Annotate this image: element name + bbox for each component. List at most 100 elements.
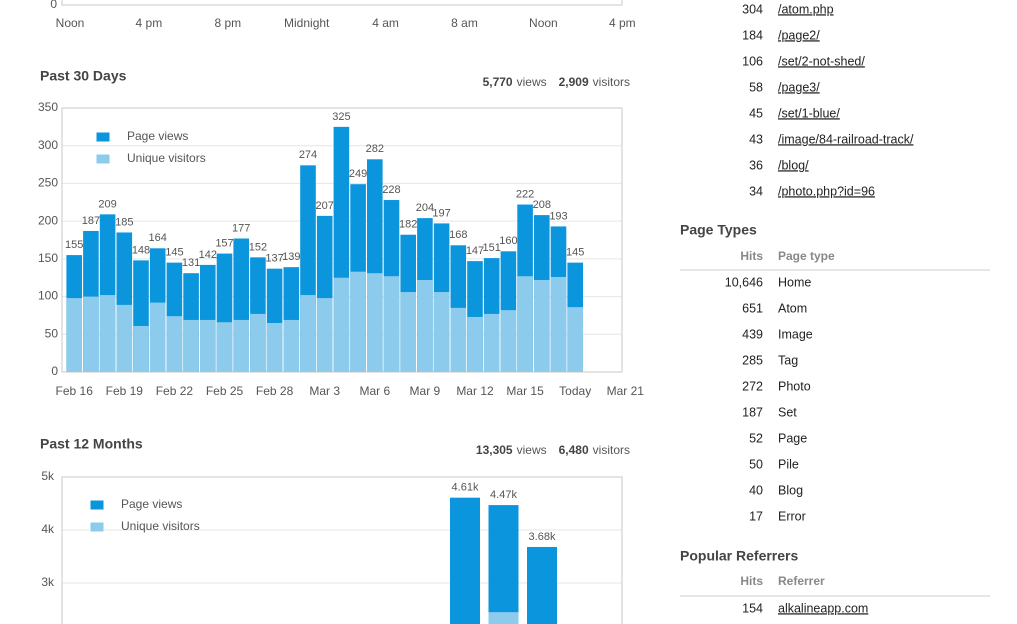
views-label: views <box>517 443 547 457</box>
bar <box>500 310 517 372</box>
x-tick-label: 4 am <box>372 16 399 30</box>
column-header: Page type <box>778 249 835 263</box>
column-header: Referrer <box>778 574 825 588</box>
legend-swatch <box>95 153 111 165</box>
x-tick-label: Feb 19 <box>106 384 144 398</box>
y-tick-label: 0 <box>50 0 57 11</box>
x-tick-label: Mar 15 <box>506 384 544 398</box>
bar <box>333 277 350 372</box>
table-title: Popular Referrers <box>680 548 798 564</box>
data-label: 177 <box>232 222 250 234</box>
page-link[interactable]: /atom.php <box>778 2 834 16</box>
y-tick-label: 50 <box>45 326 59 340</box>
data-label: 197 <box>432 207 450 219</box>
bar <box>367 273 383 372</box>
hits-cell: 304 <box>742 2 763 16</box>
y-tick-label: 200 <box>38 213 58 227</box>
data-label: 187 <box>82 215 100 227</box>
hits-cell: 187 <box>742 405 763 419</box>
bar <box>417 279 433 372</box>
legend-label: Unique visitors <box>121 519 200 533</box>
page-link[interactable]: alkalineapp.com <box>778 601 868 615</box>
page-link[interactable]: /page2/ <box>778 28 820 42</box>
bar <box>450 307 467 372</box>
page-link[interactable]: /set/2-not-shed/ <box>778 54 865 68</box>
hits-cell: 106 <box>742 54 763 68</box>
x-tick-label: Noon <box>56 16 85 30</box>
data-label: 168 <box>449 229 467 241</box>
data-label: 249 <box>349 168 367 180</box>
name-cell: Tag <box>778 353 798 367</box>
page-link[interactable]: /set/1-blue/ <box>778 106 840 120</box>
data-label: 155 <box>65 239 83 251</box>
data-label: 207 <box>316 200 334 212</box>
x-tick-label: Mar 12 <box>456 384 494 398</box>
column-header: Hits <box>740 249 763 263</box>
data-label: 164 <box>149 232 167 244</box>
data-label: 282 <box>366 143 384 155</box>
x-tick-label: 8 pm <box>214 16 241 30</box>
bar <box>488 505 519 624</box>
legend-label: Unique visitors <box>127 151 206 165</box>
y-tick-label: 4k <box>41 522 55 536</box>
data-label: 147 <box>466 245 484 257</box>
data-label: 4.61k <box>452 482 479 494</box>
y-tick-label: 3k <box>41 575 55 589</box>
legend-swatch <box>95 131 111 143</box>
hits-cell: 272 <box>742 379 763 393</box>
bar <box>527 546 557 624</box>
hits-cell: 439 <box>742 327 763 341</box>
bar <box>467 316 483 372</box>
x-tick-label: Today <box>559 384 591 398</box>
y-tick-label: 300 <box>38 138 58 152</box>
name-cell: Error <box>778 509 806 523</box>
data-label: 208 <box>533 199 551 211</box>
page-link[interactable]: /page3/ <box>778 80 820 94</box>
bar <box>66 298 82 372</box>
x-tick-label: Feb 22 <box>156 384 194 398</box>
x-tick-label: Mar 21 <box>607 384 645 398</box>
bar <box>116 304 133 372</box>
name-cell: Pile <box>778 457 799 471</box>
bar <box>233 319 249 372</box>
page-link[interactable]: /image/84-railroad-track/ <box>778 132 914 146</box>
bar <box>450 497 480 624</box>
bar <box>567 307 583 372</box>
bar <box>550 276 567 372</box>
x-tick-label: 4 pm <box>136 16 163 30</box>
data-label: 151 <box>483 242 501 254</box>
name-cell: Page <box>778 431 807 445</box>
bar <box>283 319 300 372</box>
data-label: 4.47k <box>490 489 517 501</box>
y-tick-label: 350 <box>38 100 58 114</box>
y-tick-label: 5k <box>41 469 55 483</box>
page-link[interactable]: /photo.php?id=96 <box>778 184 875 198</box>
bar <box>133 325 149 372</box>
hits-cell: 40 <box>749 483 763 497</box>
visitors-label: visitors <box>593 443 630 457</box>
legend-swatch <box>89 499 105 511</box>
column-header: Hits <box>740 574 763 588</box>
chart-summary: 5,770 views 2,909 visitors <box>483 75 630 89</box>
bar <box>534 279 550 372</box>
name-cell: Set <box>778 405 797 419</box>
y-tick-label: 100 <box>38 289 58 303</box>
y-tick-label: 250 <box>38 176 58 190</box>
views-count: 13,305 <box>476 443 513 457</box>
hits-cell: 17 <box>749 509 763 523</box>
data-label: 142 <box>199 249 217 261</box>
x-tick-label: 8 am <box>451 16 478 30</box>
bar <box>149 302 166 372</box>
data-label: 131 <box>182 257 200 269</box>
bar <box>250 313 266 372</box>
chart-summary: 13,305 views 6,480 visitors <box>476 443 630 457</box>
x-tick-label: Mar 9 <box>410 384 441 398</box>
page-link[interactable]: /blog/ <box>778 158 809 172</box>
name-cell: Image <box>778 327 813 341</box>
hits-cell: 45 <box>749 106 763 120</box>
x-tick-label: Mar 3 <box>309 384 340 398</box>
hits-cell: 651 <box>742 301 763 315</box>
data-label: 152 <box>249 241 267 253</box>
